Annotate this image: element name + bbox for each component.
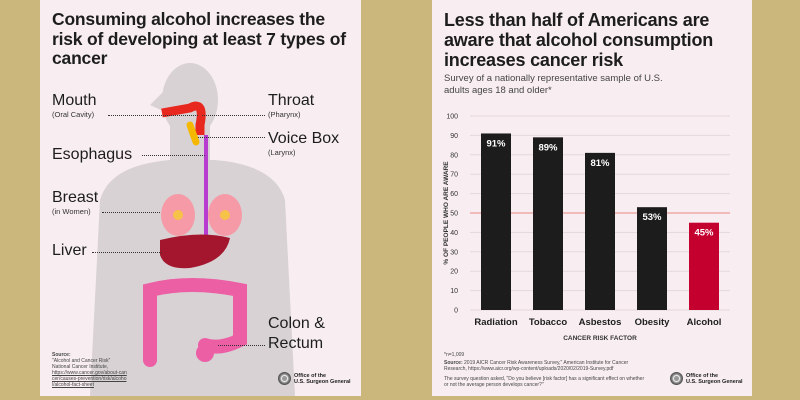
breast-leader-line [102,212,160,213]
x-axis-label: CANCER RISK FACTOR [563,335,637,342]
source-title: "Alcohol and Cancer Risk" [52,358,111,364]
bar-asbestos [585,152,615,310]
y-tick-label: 30 [450,249,458,256]
survey-question-note: The survey question asked, "Do you belie… [444,376,645,388]
y-axis-label: % OF PEOPLE WHO ARE AWARE [443,161,450,265]
y-tick-label: 20 [450,269,458,276]
x-tick-label: Tobacco [529,317,568,328]
mouth-throat-highlight [161,101,206,135]
label-esophagus: Esophagus [52,146,133,163]
left-source: Source: "Alcohol and Cancer Risk" Nation… [52,352,127,388]
label-rectum: Rectum [268,335,324,352]
data-label: 45% [694,228,714,239]
data-label: 91% [486,138,506,149]
label-voice-box: Voice Box [268,130,340,147]
liver-highlight [160,234,230,269]
y-tick-label: 80 [450,152,458,159]
voice-box-leader-line [198,137,265,138]
y-tick-label: 50 [450,211,458,218]
mouth-leader-line [108,115,198,116]
data-label: 81% [590,158,610,169]
esophagus-leader-line [142,155,205,156]
y-tick-label: 100 [446,114,458,121]
source-heading: Source: [52,352,71,358]
data-label: 53% [642,212,662,223]
footnote-sample-size: *n=1,009 [444,352,465,358]
label-breast-sub: (in Women) [52,207,91,216]
bar-chart: 0 10 20 30 40 50 60 70 80 90 100 91% Radiation 89% Tob… [443,114,730,342]
source-link[interactable]: https://www.cancer.gov/about-cancer/caus… [52,370,127,388]
surgeon-general-logo: Office of the U.S. Surgeon General [670,372,743,385]
voice-box-highlight [186,121,200,146]
bar-obesity [637,207,667,310]
source-org: National Cancer Institute, [52,364,109,370]
body-illustration [90,63,295,396]
label-mouth-sub: (Oral Cavity) [52,110,95,119]
throat-leader-line [202,115,265,116]
bar-alcohol [689,222,719,310]
colon-highlight [143,278,247,367]
y-tick-label: 70 [450,172,458,179]
bar-radiation [481,133,511,310]
label-liver: Liver [52,242,87,259]
y-tick-label: 90 [450,133,458,140]
label-breast: Breast [52,189,99,206]
x-tick-label: Radiation [474,317,517,328]
seal-icon [278,372,291,385]
x-tick-label: Alcohol [687,317,722,328]
data-label: 89% [538,142,558,153]
esophagus-highlight [204,135,208,240]
x-tick-label: Asbestos [579,317,622,328]
left-infographic-panel: Consuming alcohol increases the risk of … [40,0,361,396]
label-throat: Throat [268,92,315,109]
y-tick-label: 0 [454,308,458,315]
y-tick-label: 10 [450,288,458,295]
bar-tobacco [533,137,563,310]
seal-icon [670,372,683,385]
left-title: Consuming alcohol increases the risk of … [52,9,346,68]
label-throat-sub: (Pharynx) [268,110,301,119]
label-mouth: Mouth [52,92,97,109]
y-tick-label: 40 [450,230,458,237]
right-subtitle: Survey of a nationally representative sa… [444,73,663,96]
right-source: Source: 2019 AICR Cancer Risk Awareness … [444,360,629,372]
liver-leader-line [92,252,162,253]
body-silhouette [90,63,295,396]
right-title: Less than half of Americans are aware th… [444,10,714,70]
colon-leader-line [218,345,265,346]
surgeon-general-logo: Office of the U.S. Surgeon General [278,372,351,385]
right-chart-panel: Less than half of Americans are aware th… [432,0,752,396]
label-voice-box-sub: (Larynx) [268,148,296,157]
x-tick-label: Obesity [635,317,671,328]
label-colon: Colon & [268,315,325,332]
y-tick-label: 60 [450,191,458,198]
